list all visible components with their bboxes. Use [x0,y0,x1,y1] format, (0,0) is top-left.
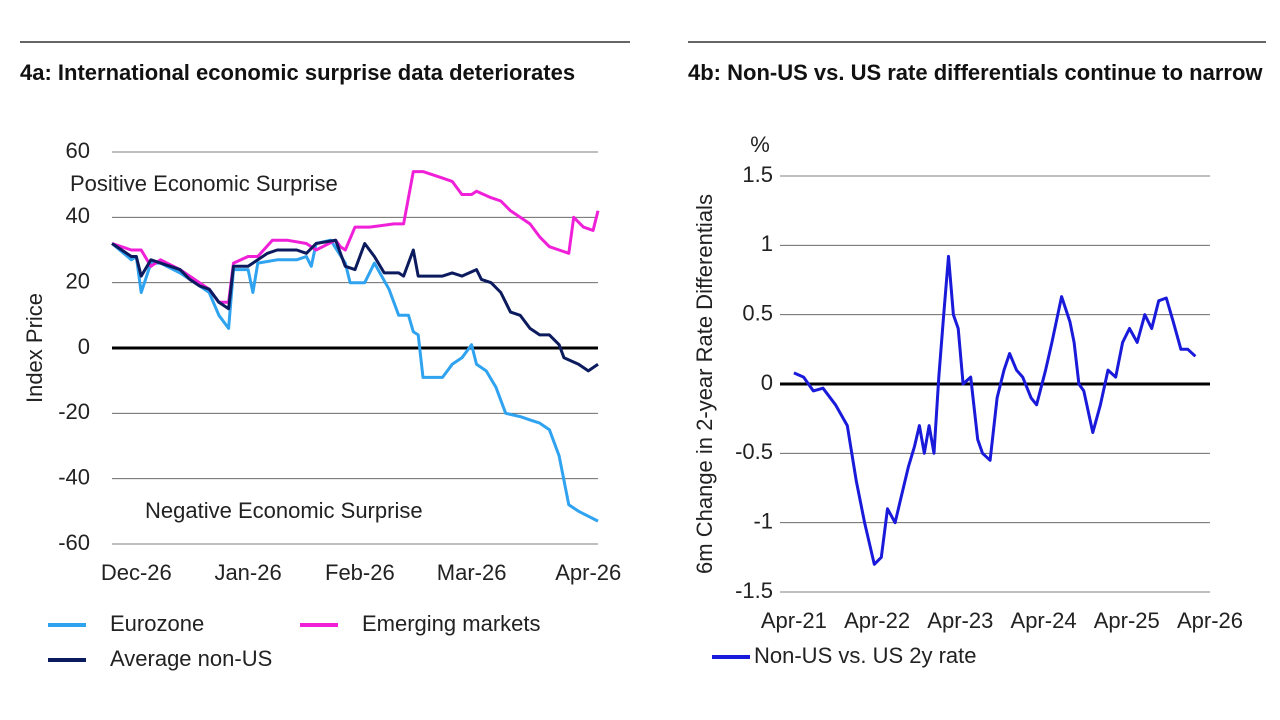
y-tick-label: 20 [66,268,90,293]
chart-title: 4a: International economic surprise data… [20,60,576,85]
y-tick-label: 0 [78,334,90,359]
y-unit: % [750,132,770,157]
y-tick-label: -40 [58,464,90,489]
series-line [111,170,600,304]
chart-title: 4b: Non-US vs. US rate differentials con… [688,60,1263,85]
y-axis-label: 6m Change in 2-year Rate Differentials [692,194,717,574]
x-tick-label: Jan-26 [214,560,281,585]
y-tick-label: -1.5 [735,578,773,603]
legend-label: Emerging markets [362,611,541,636]
x-tick-label: Dec-26 [101,560,172,585]
x-tick-label: Mar-26 [437,560,507,585]
annotation: Positive Economic Surprise [70,171,338,196]
series-line [111,238,599,373]
y-tick-label: -0.5 [735,439,773,464]
x-tick-label: Apr-23 [927,608,993,633]
x-tick-label: Apr-26 [1177,608,1243,633]
x-tick-label: Feb-26 [325,560,395,585]
x-tick-label: Apr-22 [844,608,910,633]
x-tick-label: Apr-24 [1011,608,1077,633]
y-tick-label: 0 [761,370,773,395]
legend-label: Non-US vs. US 2y rate [754,643,977,668]
annotation: Negative Economic Surprise [145,498,423,523]
y-tick-label: 1 [761,231,773,256]
legend-label: Eurozone [110,611,204,636]
y-axis-label: Index Price [22,293,47,403]
y-tick-label: 1.5 [742,162,773,187]
y-tick-label: 60 [66,138,90,163]
series-line [793,254,1197,566]
y-tick-label: -1 [753,508,773,533]
y-tick-label: -20 [58,399,90,424]
x-tick-label: Apr-26 [555,560,621,585]
y-tick-label: -60 [58,530,90,555]
x-tick-label: Apr-21 [761,608,827,633]
x-tick-label: Apr-25 [1094,608,1160,633]
y-tick-label: 40 [66,203,90,228]
y-tick-label: 0.5 [742,300,773,325]
legend-label: Average non-US [110,646,272,671]
